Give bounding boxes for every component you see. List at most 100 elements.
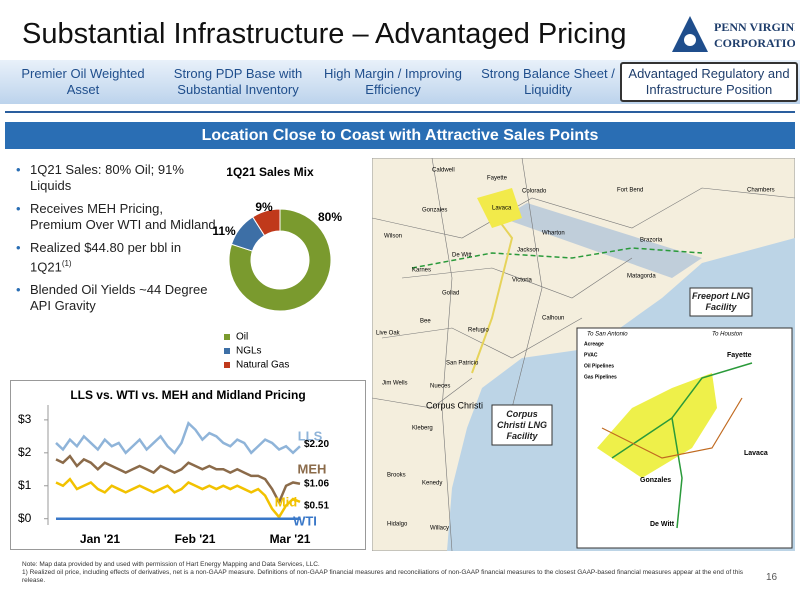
bullet: • Receives MEH Pricing, Premium Over WTI … [16,201,216,233]
bullet: • Realized $44.80 per bbl in 1Q21(1) [16,240,216,275]
end-label: $2.20 [304,439,329,450]
inset-legend: Acreage [584,341,604,347]
tab: High Margin / Improving Efficiency [324,66,462,97]
y-tick-label: $1 [18,478,32,492]
logo-text: Penn Virginia [714,20,795,34]
county-line [511,158,543,409]
bullet-list: • 1Q21 Sales: 80% Oil; 91% Liquids • Receiv… [16,162,216,321]
bullet: • Blended Oil Yields ~44 Degree API Gravi… [16,282,216,314]
series-name: MEH [298,461,327,476]
x-tick-label: Jan '21 [80,532,121,546]
page-number: 16 [766,572,778,583]
map-label: Fort Bend [617,188,643,194]
map-label: San Patricio [446,361,479,367]
end-label: $0.51 [304,501,329,512]
inset-pipeline [601,397,743,459]
bullet-text: Blended Oil Yields ~44 Degree API Gravit… [30,282,208,314]
series-line [55,420,301,455]
data-label: 9% [255,200,273,214]
tab: Strong Balance Sheet / Liquidity [481,66,615,97]
county-line [431,158,453,551]
inset-label: To Houston [712,332,743,338]
bullet-text: Realized $44.80 per bbl in 1Q21 [30,240,182,275]
tab: Premier Oil Weighted Asset [21,66,145,97]
inset-pipeline [611,362,753,529]
map-label: Gonzales [422,208,447,214]
map-label: Live Oak [376,331,401,337]
map-label: Brooks [387,473,406,479]
y-tick-label: $0 [18,511,32,525]
map-label: Nueces [430,384,450,390]
footnote-ref: (1) [61,259,72,268]
pricing-chart: LLS vs. WTI vs. MEH and Midland Pricing $… [10,380,366,550]
y-tick-label: $2 [18,445,32,459]
x-tick-label: Mar '21 [270,532,311,546]
county-line [372,187,795,239]
inset-label: Gonzales [640,477,671,484]
inset-label: De Witt [650,521,675,528]
footnote-line: 1) Realized oil price, including effects… [22,569,744,584]
logo: Penn Virginia Corporation [672,16,795,52]
chart-title: LLS vs. WTI vs. MEH and Midland Pricing [70,388,305,402]
bullet-dot: • [16,282,21,298]
bullet-dot: • [16,162,21,177]
donut-slice [228,208,332,312]
map-label: Colorado [522,189,547,195]
bullet-dot: • [16,240,21,255]
divider [5,111,795,113]
map-label: Chambers [747,188,775,194]
logo-text: Corporation [714,36,795,50]
bullet-dot: • [16,201,21,216]
county-line [372,377,473,409]
map: Caldwell Fayette Colorado Fort Bend Chambers… [372,158,795,551]
bay-band [502,203,702,278]
legend-swatch [224,334,230,340]
inset-label: Fayette [727,352,752,359]
callout-box [689,287,753,317]
callout-box [491,404,553,446]
bullet-text: 1Q21 Sales: 80% Oil; 91% Liquids [30,162,184,193]
map-label: Corpus Christi [426,400,483,410]
inset-legend: PVAC [584,352,598,358]
map-label: Wilson [384,234,402,240]
tab: Advantaged Regulatory and Infrastructure… [620,62,798,102]
map-label: Victoria [512,278,533,284]
callout: Corpus Christi LNG Facility [496,408,547,441]
title: Substantial Infrastructure – Advantaged … [22,18,627,50]
series-name: WTI [293,513,317,528]
donut-slice [251,208,281,237]
pipeline [411,247,703,269]
map-label: Bee [420,319,431,325]
map-label: Goliad [442,291,459,297]
chart-title: 1Q21 Sales Mix [226,165,314,179]
inset-legend: Gas Pipelines [584,374,617,380]
map-label: Wharton [542,231,565,237]
chart-frame [10,380,366,550]
series-name: Mid [275,494,297,509]
map-label: Calhoun [542,316,564,322]
series-line [55,454,301,506]
footnote: Note: Map data provided by and used with… [22,561,762,585]
callout-text: Corpus Christi LNG Facility [496,408,547,441]
legend-swatch [224,362,230,368]
map-label: Jackson [517,248,539,254]
map-label: De Witt [452,253,472,259]
data-label: 80% [318,210,342,224]
legend-swatch [224,348,230,354]
series-line [55,477,301,520]
map-label: Kleberg [412,426,433,432]
series-name: LLS [298,428,323,443]
map-label: Matagorda [627,274,656,280]
footnote-line: Note: Map data provided by and used with… [22,561,320,568]
map-label: Fayette [487,176,508,182]
map-label: Caldwell [432,168,455,174]
map-label: Willacy [430,526,449,532]
map-label: Karnes [412,268,431,274]
map-label: Refugio [468,328,489,334]
x-tick-label: Feb '21 [175,532,216,546]
banner: Location Close to Coast with Attractive … [5,122,795,149]
inset-label: To San Antonio [587,332,628,338]
y-tick-label: $3 [18,412,32,426]
callout: Freeport LNG Facility [692,291,750,312]
